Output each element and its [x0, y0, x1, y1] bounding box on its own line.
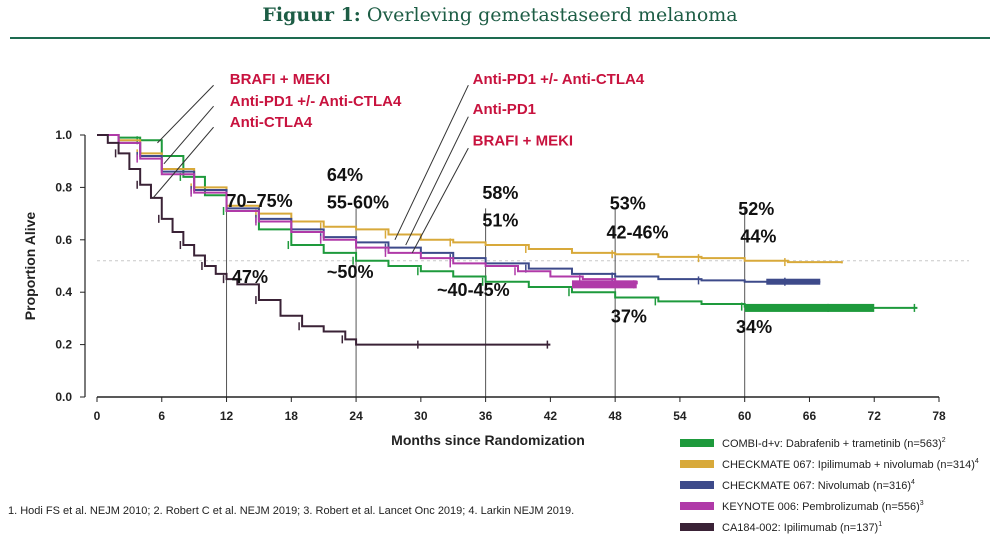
curve-label: BRAFI + MEKI	[230, 71, 330, 88]
figure-title: Figuur 1: Overleving gemetastaseerd mela…	[0, 4, 1000, 26]
annotation-label: ~40-45%	[437, 280, 510, 300]
leader-line	[163, 105, 214, 165]
series-line	[97, 134, 638, 285]
series-line	[97, 134, 918, 309]
figure-title-text: Overleving gemetastaseerd melanoma	[360, 4, 738, 26]
curve-label: Anti-CTLA4	[230, 114, 313, 131]
legend-label: CA184-002: Ipilimumab (n=137)1	[722, 521, 882, 534]
annotation-label: 58%	[482, 183, 518, 203]
leader-line	[394, 85, 469, 241]
curve-label: Anti-PD1	[473, 101, 536, 118]
y-tick-label: 0.0	[55, 390, 72, 404]
annotation-label: 34%	[736, 317, 772, 337]
leader-line	[405, 116, 469, 246]
series-line	[97, 134, 551, 346]
y-tick-label: 0.2	[55, 338, 72, 352]
leader-line	[411, 147, 469, 254]
annotation-label: 47%	[232, 267, 268, 287]
legend-swatch	[680, 502, 714, 510]
series-line	[97, 134, 843, 264]
annotation-label: 53%	[610, 194, 646, 214]
x-tick-label: 18	[285, 409, 299, 423]
annotation-label: 51%	[482, 211, 518, 231]
figure-title-label: Figuur 1:	[262, 4, 361, 26]
legend-swatch	[680, 523, 714, 531]
x-tick-label: 54	[673, 409, 687, 423]
leader-line	[152, 126, 214, 199]
x-tick-label: 48	[608, 409, 622, 423]
legend-swatch	[680, 439, 714, 447]
annotation-label: 70–75%	[227, 191, 293, 211]
curve-label: BRAFI + MEKI	[473, 132, 573, 149]
footnote: 1. Hodi FS et al. NEJM 2010; 2. Robert C…	[8, 505, 575, 517]
x-tick-label: 42	[544, 409, 558, 423]
x-tick-label: 0	[94, 409, 101, 423]
annotation-label: 42-46%	[607, 222, 669, 242]
annotation-label: ~50%	[327, 262, 374, 282]
annotation-label: 64%	[327, 165, 363, 185]
x-tick-label: 72	[868, 409, 882, 423]
y-tick-label: 0.6	[55, 233, 72, 247]
x-tick-label: 60	[738, 409, 752, 423]
x-tick-label: 6	[158, 409, 165, 423]
x-tick-label: 66	[803, 409, 817, 423]
annotation-label: 37%	[611, 306, 647, 326]
curve-label: Anti-PD1 +/- Anti-CTLA4	[230, 93, 402, 110]
legend-label: CHECKMATE 067: Nivolumab (n=316)4	[722, 479, 915, 492]
censor-band	[766, 278, 821, 285]
annotation-label: 44%	[740, 226, 776, 246]
legend-swatch	[680, 460, 714, 468]
censor-band	[744, 303, 875, 312]
x-tick-label: 30	[414, 409, 428, 423]
legend-label: KEYNOTE 006: Pembrolizumab (n=556)3	[722, 500, 924, 513]
y-tick-label: 0.8	[55, 180, 72, 194]
annotation-label: 52%	[738, 199, 774, 219]
y-tick-label: 1.0	[55, 128, 72, 142]
x-tick-label: 12	[220, 409, 234, 423]
y-axis-title: Proportion Alive	[22, 212, 38, 321]
x-axis-title: Months since Randomization	[391, 432, 585, 448]
y-tick-label: 0.4	[55, 285, 72, 299]
annotation-label: 55-60%	[327, 192, 389, 212]
x-tick-label: 78	[932, 409, 946, 423]
legend-label: CHECKMATE 067: Ipilimumab + nivolumab (n…	[722, 458, 979, 471]
x-tick-label: 24	[349, 409, 363, 423]
curve-label: Anti-PD1 +/- Anti-CTLA4	[473, 71, 645, 88]
legend-label: COMBI-d+v: Dabrafenib + trametinib (n=56…	[722, 437, 946, 450]
legend-swatch	[680, 481, 714, 489]
title-rule	[10, 37, 990, 39]
censor-band	[571, 280, 637, 289]
leader-line	[157, 84, 214, 144]
x-tick-label: 36	[479, 409, 493, 423]
